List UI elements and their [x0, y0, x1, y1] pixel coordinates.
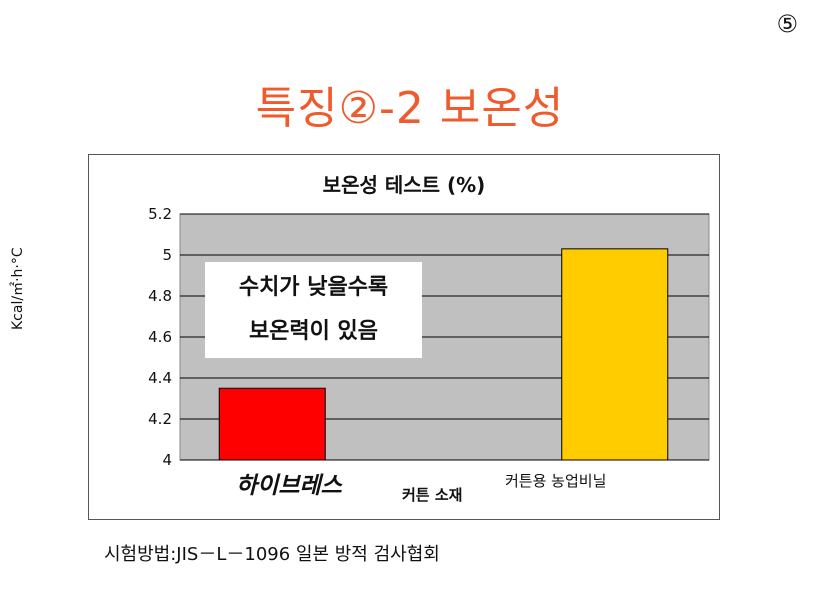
bar-agricultural-vinyl	[561, 248, 669, 461]
y-tick-label: 4.6	[148, 328, 172, 346]
y-tick-label: 4.2	[148, 410, 172, 428]
bar-hibreath	[218, 387, 326, 461]
x-category-label-hibreath: 하이브레스	[236, 473, 342, 499]
page-number: ⑤	[776, 10, 798, 38]
chart-note: 수치가 낮을수록 보온력이 있음	[205, 262, 422, 358]
y-tick-label: 4	[162, 451, 172, 469]
y-tick-label: 5	[162, 246, 172, 264]
y-tick-label: 5.2	[148, 205, 172, 223]
chart-note-line-1: 수치가 낮을수록	[238, 275, 389, 300]
x-axis-label: 커튼 소재	[402, 486, 463, 504]
slide-title: 특징②-2 보온성	[255, 83, 565, 134]
bars	[218, 248, 669, 461]
y-tick-label: 4.8	[148, 287, 172, 305]
x-category-label-vinyl: 커튼용 농업비닐	[505, 472, 607, 490]
y-axis-label: Kcal/㎡·h·°C	[10, 247, 26, 330]
y-tick-label: 4.4	[148, 369, 172, 387]
chart-title: 보온성 테스트 (%)	[322, 173, 486, 197]
test-method-footer: 시험방법:JIS－L－1096 일본 방적 검사협회	[104, 544, 440, 565]
y-axis-ticks: 4 4.2 4.4 4.6 4.8 5 5.2	[148, 205, 172, 469]
chart-note-line-2: 보온력이 있음	[248, 319, 379, 344]
